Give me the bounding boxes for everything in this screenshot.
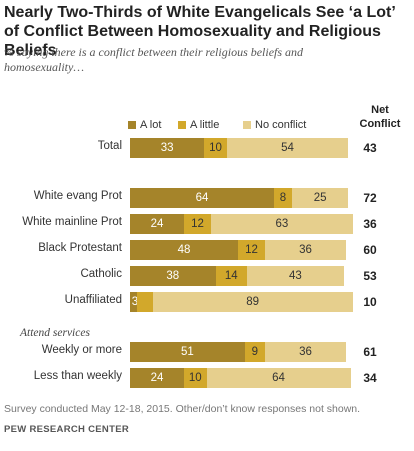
data-label-a-little: 12 bbox=[191, 218, 204, 230]
legend-label-a-lot: A lot bbox=[140, 119, 162, 131]
bar-segment-a-little bbox=[136, 292, 153, 312]
bar-row-catholic: Catholic 38 14 43 53 bbox=[0, 266, 414, 286]
bar-row-black-protestant: Black Protestant 48 12 36 60 bbox=[0, 240, 414, 260]
category-label: Weekly or more bbox=[41, 344, 122, 356]
data-label-a-lot: 48 bbox=[177, 244, 191, 256]
source-credit: PEW RESEARCH CENTER bbox=[4, 424, 129, 435]
category-label: White mainline Prot bbox=[22, 216, 122, 228]
net-conflict-value: 36 bbox=[363, 217, 377, 231]
category-label: White evang Prot bbox=[33, 190, 122, 202]
bar-segment-no-conflict bbox=[206, 368, 351, 388]
data-label-a-lot: 3 bbox=[131, 296, 139, 308]
bar-segment-a-lot bbox=[130, 214, 184, 234]
bar-segment-no-conflict bbox=[152, 292, 353, 312]
legend-item-no-conflict: No conflict bbox=[243, 119, 306, 131]
bar-segment-no-conflict bbox=[211, 214, 353, 234]
bar-row-white-evang-prot: White evang Prot 64 8 25 72 bbox=[0, 188, 414, 208]
data-label-a-little: 14 bbox=[224, 270, 238, 282]
bar-segment-a-lot bbox=[130, 240, 238, 260]
data-label-a-lot: 38 bbox=[166, 270, 180, 282]
bar-row-total: Total 33 10 54 43 bbox=[0, 138, 414, 158]
data-label-a-little: 9 bbox=[251, 346, 259, 358]
legend-item-a-little: A little bbox=[178, 119, 219, 131]
bar-segment-no-conflict bbox=[292, 188, 349, 208]
bar-segment-a-lot bbox=[130, 342, 245, 362]
data-label-a-lot: 33 bbox=[160, 142, 174, 154]
category-label: Unaffiliated bbox=[64, 294, 122, 306]
footnote: Survey conducted May 12-18, 2015. Other/… bbox=[4, 403, 361, 415]
bar-segment-a-little bbox=[244, 342, 265, 362]
legend: A lot A little No conflict bbox=[0, 119, 414, 135]
category-label: Catholic bbox=[80, 268, 122, 280]
bar-segment-no-conflict bbox=[265, 240, 346, 260]
bar-segment-a-little bbox=[184, 368, 207, 388]
bar-segment-a-little bbox=[274, 188, 292, 208]
data-label-a-little: 8 bbox=[279, 192, 287, 204]
bar-row-less-than-weekly: Less than weekly 24 10 64 34 bbox=[0, 368, 414, 388]
net-conflict-value: 72 bbox=[363, 191, 377, 205]
net-conflict-value: 53 bbox=[363, 269, 377, 283]
data-label-no-conflict: 89 bbox=[246, 296, 260, 308]
data-label-no-conflict: 54 bbox=[281, 142, 294, 154]
bar-segment-a-lot bbox=[130, 368, 184, 388]
data-label-no-conflict: 43 bbox=[288, 270, 302, 282]
legend-swatch-no-conflict bbox=[243, 121, 251, 129]
bar-row-weekly-or-more: Weekly or more 51 9 36 61 bbox=[0, 342, 414, 362]
data-label-a-lot: 24 bbox=[150, 372, 164, 384]
bar-segment-a-little bbox=[204, 138, 227, 158]
legend-label-no-conflict: No conflict bbox=[255, 119, 307, 131]
bar-segment-a-lot bbox=[130, 266, 216, 286]
net-conflict-value: 10 bbox=[363, 295, 377, 309]
net-conflict-header: Net Conflict bbox=[359, 104, 401, 130]
data-label-a-lot: 51 bbox=[180, 346, 194, 358]
legend-item-a-lot: A lot bbox=[128, 119, 161, 131]
data-label-no-conflict: 25 bbox=[313, 192, 327, 204]
bar-segment-a-lot bbox=[130, 292, 137, 312]
data-label-a-little: 10 bbox=[188, 372, 202, 384]
data-label-no-conflict: 36 bbox=[299, 346, 312, 358]
category-label: Less than weekly bbox=[33, 370, 122, 382]
data-label-no-conflict: 64 bbox=[272, 372, 285, 384]
bar-segment-a-lot bbox=[130, 138, 205, 158]
bar-row-unaffiliated: Unaffiliated 3 89 10 bbox=[0, 292, 414, 312]
data-label-a-little: 12 bbox=[245, 244, 258, 256]
net-conflict-value: 61 bbox=[363, 345, 377, 359]
bar-segment-no-conflict bbox=[265, 342, 346, 362]
legend-label-a-little: A little bbox=[190, 119, 220, 131]
net-conflict-value: 34 bbox=[363, 371, 377, 385]
chart-subtitle: % saying there is a conflict between the… bbox=[4, 45, 304, 74]
legend-swatch-a-little bbox=[178, 121, 186, 129]
bar-segment-a-little bbox=[238, 240, 265, 260]
bar-segment-no-conflict bbox=[226, 138, 349, 158]
net-conflict-value: 43 bbox=[363, 141, 377, 155]
category-label: Black Protestant bbox=[38, 242, 122, 254]
legend-swatch-a-lot bbox=[128, 121, 136, 129]
category-label: Total bbox=[97, 140, 122, 152]
data-label-no-conflict: 36 bbox=[299, 244, 312, 256]
bar-segment-a-lot bbox=[130, 188, 274, 208]
data-label-a-lot: 24 bbox=[150, 218, 164, 230]
bar-segment-a-little bbox=[184, 214, 211, 234]
chart-title: Nearly Two-Thirds of White Evangelicals … bbox=[4, 4, 395, 59]
data-label-a-little: 10 bbox=[209, 142, 222, 154]
bar-segment-no-conflict bbox=[247, 266, 344, 286]
bar-row-white-mainline-prot: White mainline Prot 24 12 63 36 bbox=[0, 214, 414, 234]
data-label-a-lot: 64 bbox=[195, 192, 209, 204]
bar-segment-a-little bbox=[215, 266, 247, 286]
net-conflict-value: 60 bbox=[363, 243, 377, 257]
section-label-attend-services: Attend services bbox=[20, 327, 90, 339]
data-label-no-conflict: 63 bbox=[275, 218, 289, 230]
